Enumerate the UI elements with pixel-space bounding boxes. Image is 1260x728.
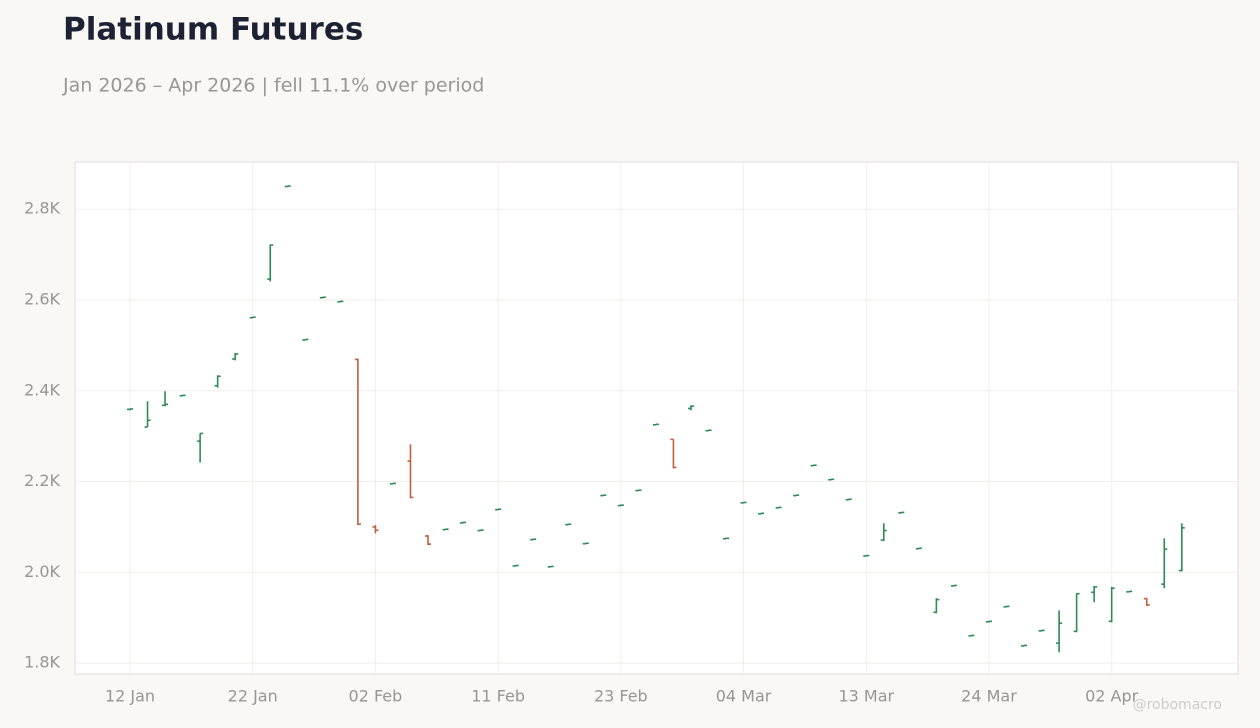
x-tick-label: 22 Jan [228, 687, 278, 706]
chart-subtitle: Jan 2026 – Apr 2026 | fell 11.1% over pe… [62, 75, 484, 97]
y-tick-label: 2.2K [24, 471, 60, 490]
y-tick-label: 2.0K [24, 562, 60, 581]
y-tick-label: 2.6K [24, 289, 60, 308]
y-tick-label: 2.4K [24, 380, 60, 399]
x-tick-label: 11 Feb [471, 687, 525, 706]
y-tick-label: 1.8K [24, 653, 60, 672]
x-tick-label: 04 Mar [716, 687, 772, 706]
x-tick-label: 02 Feb [349, 687, 403, 706]
chart-title: Platinum Futures [63, 12, 363, 48]
plot-area [74, 161, 1239, 675]
watermark: @robomacro [1133, 697, 1222, 713]
x-tick-label: 23 Feb [594, 687, 648, 706]
y-tick-label: 2.8K [24, 199, 60, 218]
x-tick-label: 02 Apr [1085, 687, 1139, 706]
x-tick-label: 24 Mar [961, 687, 1017, 706]
x-tick-label: 13 Mar [838, 687, 894, 706]
x-tick-label: 12 Jan [105, 687, 155, 706]
